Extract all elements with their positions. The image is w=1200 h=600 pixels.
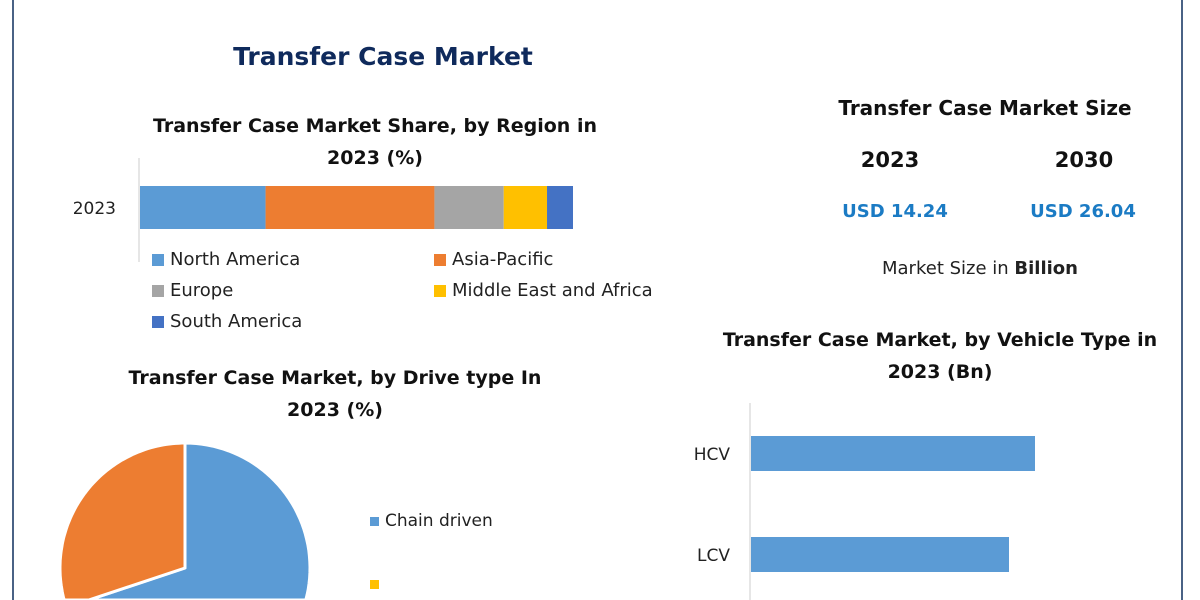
market-size-year-2030: 2030 — [1054, 148, 1114, 172]
vehicle-category-label: LCV — [697, 546, 730, 566]
region-legend-item: Asia-Pacific — [434, 249, 553, 271]
region-category-label: 2023 — [73, 199, 116, 219]
pie-slice — [58, 441, 187, 600]
pie-slice — [87, 441, 312, 600]
drive-legend-item — [370, 580, 385, 589]
frame-right-border — [1181, 0, 1183, 600]
region-legend-item: Middle East and Africa — [434, 280, 653, 302]
region-legend-item: Europe — [152, 280, 233, 302]
market-size-value-2023: USD 14.24 — [842, 201, 948, 222]
region-bar-segment — [503, 186, 548, 229]
market-size-value-2030: USD 26.04 — [1030, 201, 1136, 222]
region-chart-title: Transfer Case Market Share, by Region in… — [152, 115, 597, 169]
legend-swatch — [152, 254, 164, 266]
region-legend-item: North America — [152, 249, 300, 271]
market-size-unit: Market Size in Billion — [830, 258, 1130, 279]
market-size-title: Transfer Case Market Size — [838, 96, 1132, 120]
legend-swatch — [434, 254, 446, 266]
unit-bold: Billion — [1014, 258, 1078, 279]
legend-swatch — [370, 516, 379, 526]
region-bar-segment — [547, 186, 573, 229]
vehicle-chart-title: Transfer Case Market, by Vehicle Type in… — [722, 329, 1158, 383]
legend-swatch — [152, 285, 164, 297]
legend-swatch — [434, 285, 446, 297]
market-size-year-2023: 2023 — [860, 148, 920, 172]
region-bar-segment — [140, 186, 266, 229]
legend-swatch — [370, 580, 379, 589]
unit-prefix: Market Size in — [882, 258, 1015, 279]
frame-left-border — [12, 0, 14, 600]
legend-swatch — [152, 316, 164, 328]
legend-label: Europe — [170, 280, 234, 301]
legend-label: Asia-Pacific — [452, 249, 554, 270]
region-bar-segment — [434, 186, 504, 229]
drive-legend-item: Chain driven — [370, 511, 493, 531]
page-title: Transfer Case Market — [233, 42, 533, 71]
legend-label: Chain driven — [385, 511, 493, 531]
legend-label: Middle East and Africa — [452, 280, 653, 301]
vehicle-category-label: HCV — [694, 445, 731, 465]
legend-label: South America — [170, 311, 303, 332]
region-legend-item: South America — [152, 311, 302, 333]
drive-chart-title: Transfer Case Market, by Drive type In 2… — [128, 367, 542, 421]
vehicle-bar — [751, 537, 1009, 572]
vehicle-bar — [751, 436, 1035, 471]
region-bar-segment — [265, 186, 435, 229]
legend-label: North America — [170, 249, 301, 270]
